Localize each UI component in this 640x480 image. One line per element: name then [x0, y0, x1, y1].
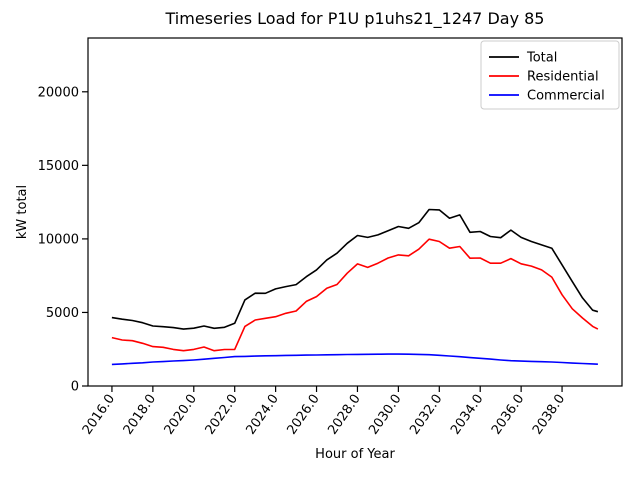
x-tick-label: 2030.0: [366, 392, 404, 438]
x-tick-label: 2024.0: [244, 392, 282, 438]
y-axis-ticks: 0 5000 10000 15000 20000: [38, 85, 88, 395]
x-tick-label: 2026.0: [284, 392, 322, 438]
x-tick-label: 2016.0: [80, 392, 118, 438]
y-tick-label: 15000: [38, 159, 79, 174]
legend-label-residential: Residential: [527, 70, 599, 85]
x-tick-label: 2038.0: [530, 392, 568, 438]
legend-label-total: Total: [526, 51, 557, 66]
legend-label-commercial: Commercial: [527, 89, 605, 104]
x-tick-label: 2022.0: [203, 392, 241, 438]
legend-border: [480, 40, 620, 110]
data-series-lines: [111, 208, 599, 366]
series-line-total: [111, 208, 599, 330]
x-axis-label: Hour of Year: [315, 447, 395, 462]
series-line-residential: [111, 238, 599, 352]
x-tick-label: 2036.0: [489, 392, 527, 438]
chart-title: Timeseries Load for P1U p1uhs21_1247 Day…: [165, 9, 545, 29]
x-axis-ticks: 2016.0 2018.0 2020.0 2022.0 2024.0 2026.0 2028…: [80, 386, 568, 438]
x-tick-label: 2032.0: [407, 392, 445, 438]
x-tick-label: 2028.0: [325, 392, 363, 438]
legend-box: Total Residential Commercial: [480, 40, 620, 110]
y-tick-label: 10000: [38, 232, 79, 247]
y-tick-label: 5000: [46, 306, 79, 321]
x-tick-label: 2018.0: [121, 392, 159, 438]
plot-area-border: [87, 37, 623, 387]
y-tick-label: 20000: [38, 85, 79, 100]
x-tick-label: 2020.0: [162, 392, 200, 438]
y-axis-label: kW total: [15, 185, 30, 239]
series-line-commercial: [111, 353, 598, 366]
x-tick-label: 2034.0: [448, 392, 486, 438]
y-tick-label: 0: [71, 380, 79, 395]
